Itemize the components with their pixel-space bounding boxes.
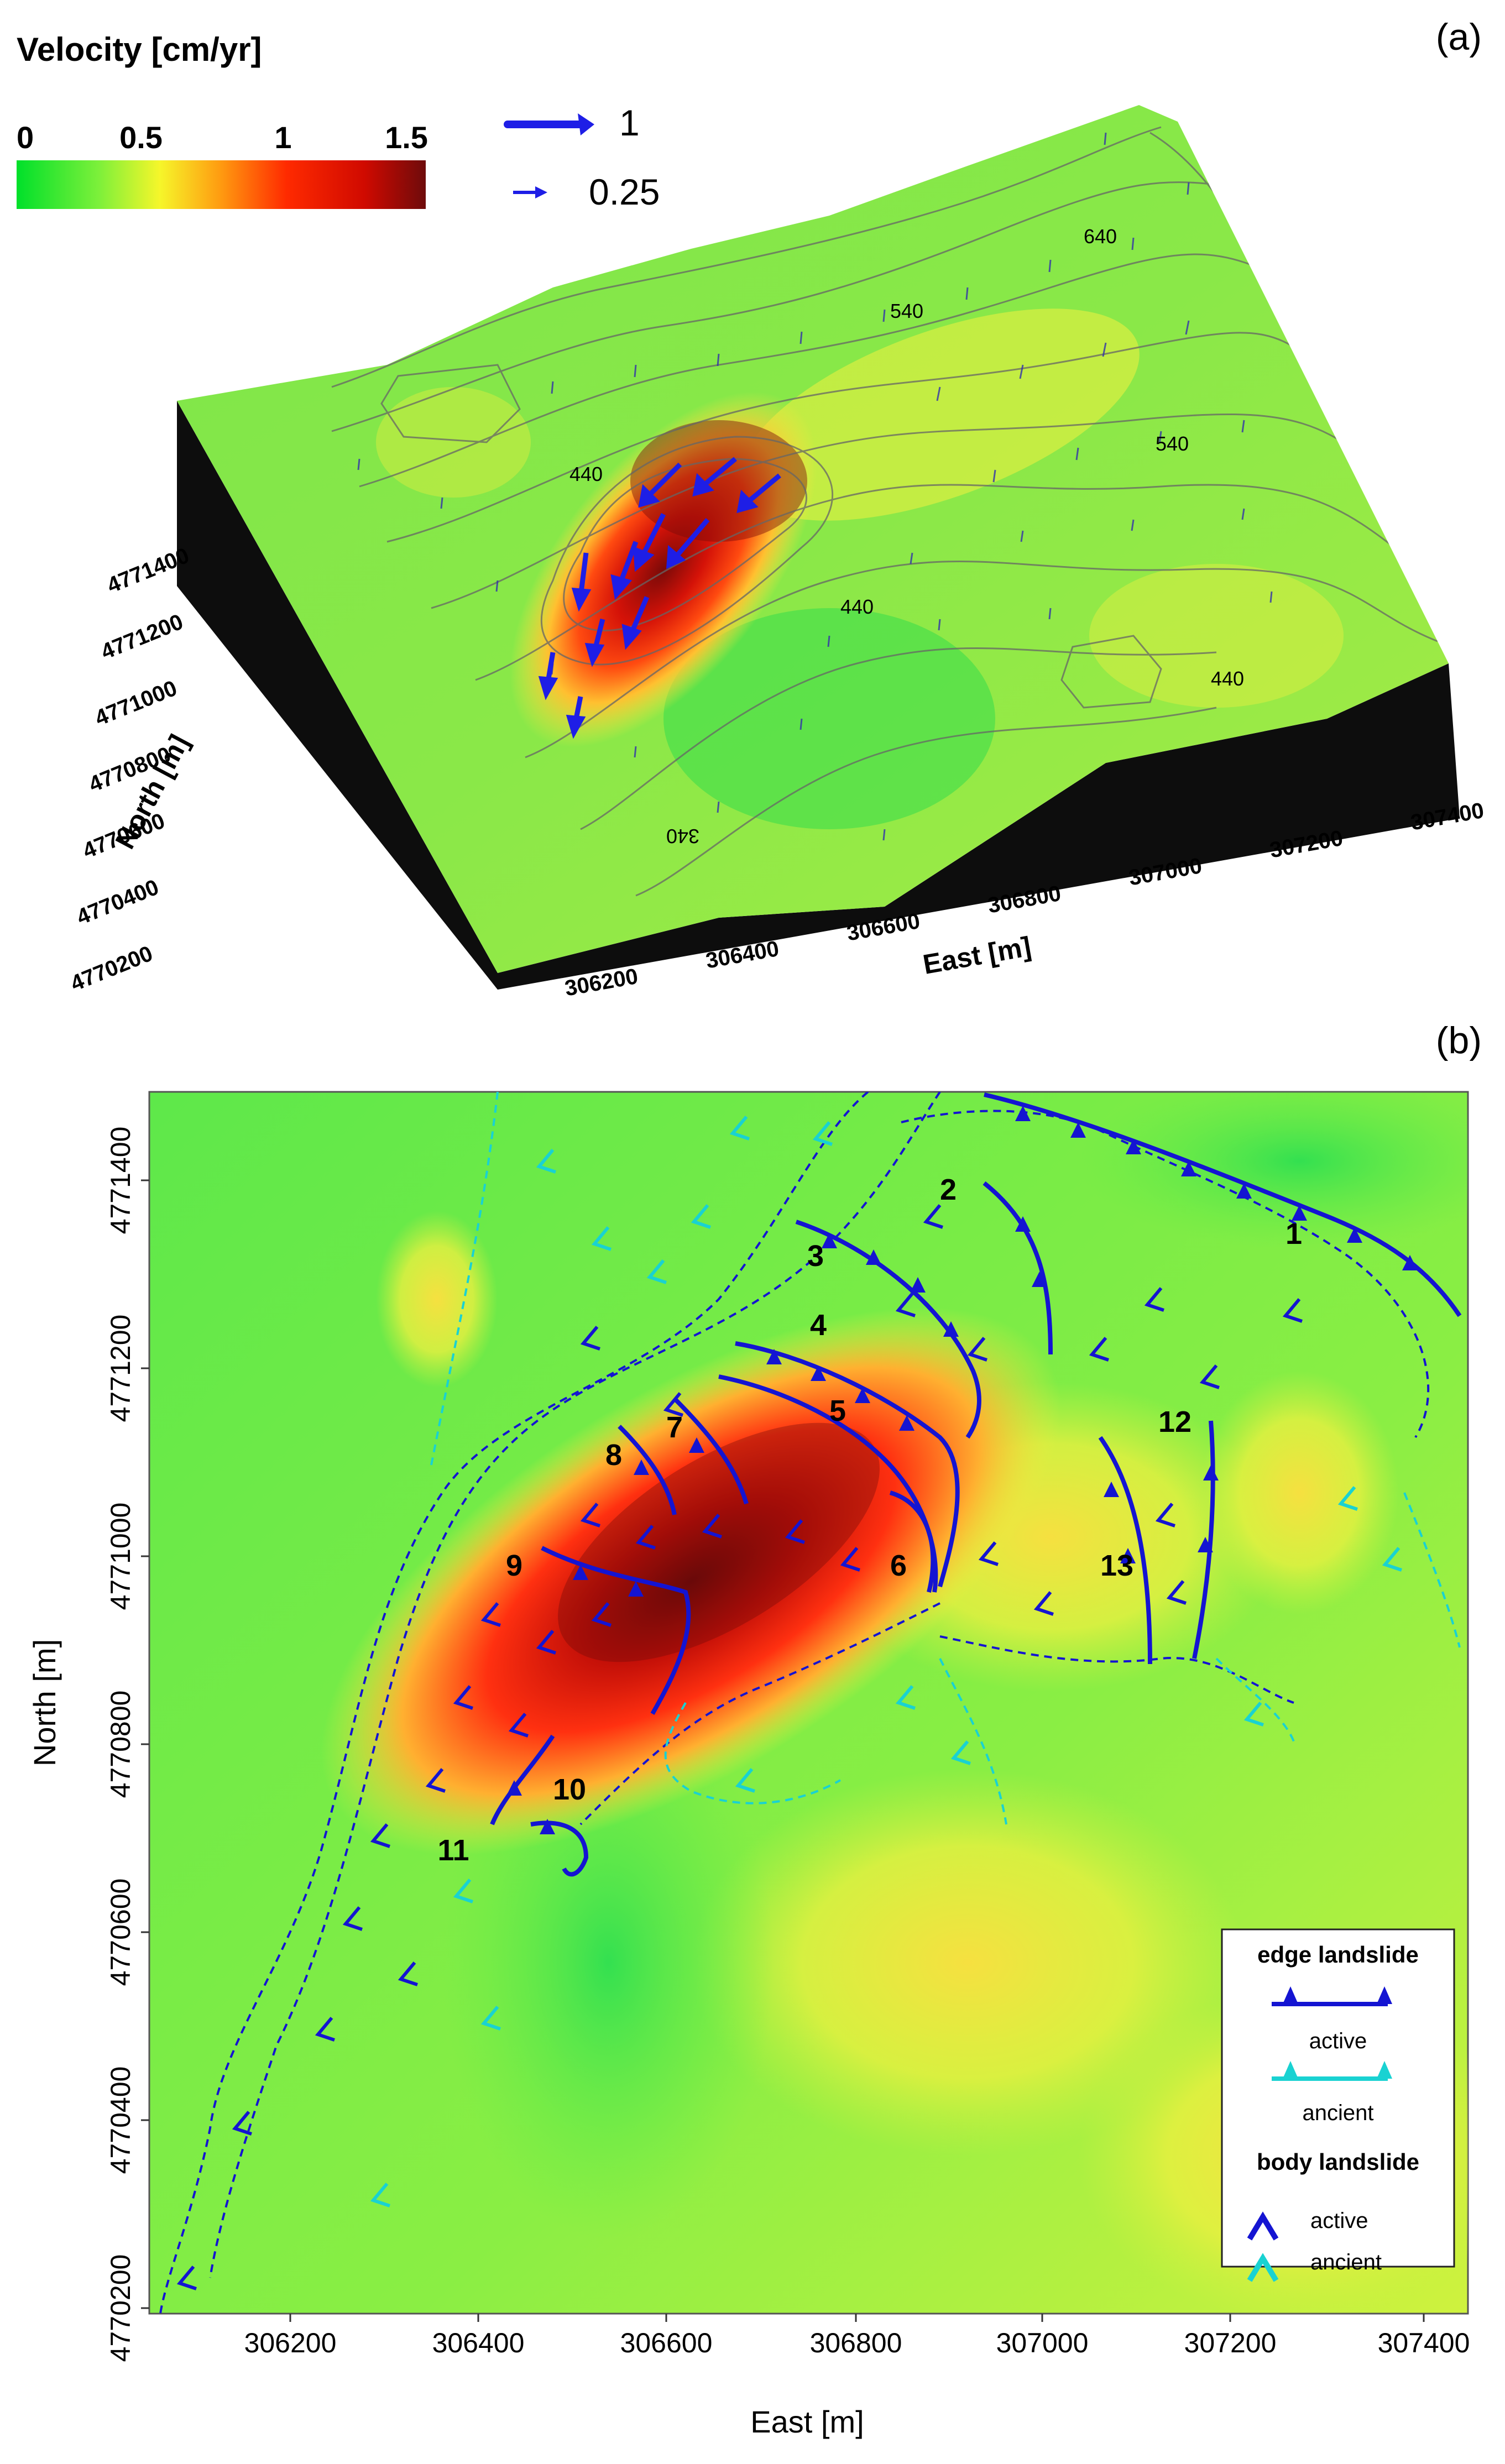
y-tick-label: 4771400 (105, 1127, 136, 1234)
x-tick-label: 306200 (244, 2327, 337, 2358)
landslide-number-5: 5 (829, 1394, 846, 1427)
landslide-number-3: 3 (807, 1239, 824, 1273)
y-tick-label: 4771200 (105, 1315, 136, 1422)
north-tick-label: 4771400 (103, 543, 192, 598)
terrain-west-face (177, 401, 498, 990)
y-tick-label: 4770400 (105, 2067, 136, 2174)
active-scarp-teeth (506, 1106, 1418, 1834)
y-tick-label: 4770200 (105, 2254, 136, 2362)
contour-label: 340 (666, 825, 699, 848)
vector-scale-1-label: 1 (619, 102, 640, 143)
landslide-number-13: 13 (1100, 1549, 1133, 1582)
y-tick-label: 4771000 (105, 1503, 136, 1610)
terrain-3d-block: 640 540 540 440 440 440 340 4771400 4771200 4771… (67, 105, 1486, 1001)
legend-body-ancient: ancient (1310, 2250, 1382, 2274)
x-tick-label: 306800 (810, 2327, 902, 2358)
y-tick-label: 4770600 (105, 1879, 136, 1986)
legend-body-active-chevron (1247, 2211, 1279, 2241)
colorbar (17, 160, 426, 209)
y-axis-title: North [m] (27, 1639, 62, 1766)
map-legend: edge landslide active ancient body lands… (1221, 1928, 1455, 2282)
legend-body-active: active (1310, 2209, 1368, 2233)
terrain-surface (177, 105, 1449, 973)
colorbar-tick-label: 0 (17, 120, 34, 155)
panel-a-label: (a) (1436, 16, 1482, 58)
contour-label: 540 (1156, 432, 1189, 455)
contour-label: 640 (1084, 225, 1117, 248)
contour-lines (331, 126, 1438, 897)
legend-edge-active: active (1309, 2029, 1367, 2053)
north-tick-label: 4770200 (67, 941, 156, 996)
colorbar-tick-label: 1.5 (385, 120, 428, 155)
contour-labels: 640 540 540 440 440 440 340 (569, 225, 1244, 848)
contour-label: 440 (569, 463, 603, 485)
colorbar-tick-label: 1 (274, 120, 291, 155)
x-tick-label: 306600 (620, 2327, 713, 2358)
landslide-number-1: 1 (1285, 1217, 1302, 1251)
landslide-number-4: 4 (810, 1309, 827, 1342)
x-tick-label: 307400 (1378, 2327, 1470, 2358)
x-axis-title: East [m] (750, 2404, 864, 2439)
legend-body-title: body landslide (1257, 2149, 1419, 2175)
y-axis-ticks: 4771400 4771200 4771000 4770800 4770600 47704… (105, 1127, 149, 2362)
panel-b-label: (b) (1436, 1019, 1482, 1061)
small-velocity-vectors (357, 132, 1328, 841)
north-tick-label: 4770400 (73, 875, 162, 930)
colorbar-tick-label: 0.5 (119, 120, 163, 155)
legend-edge-ancient: ancient (1303, 2101, 1374, 2125)
vector-scale-legend: 1 0.25 (504, 102, 660, 212)
legend-body-ancient-chevron (1247, 2253, 1279, 2282)
contour-label: 440 (1211, 667, 1244, 690)
terrain-south-face (498, 663, 1460, 990)
landslide-number-7: 7 (666, 1411, 683, 1444)
landslide-number-6: 6 (890, 1549, 907, 1582)
ancient-body-chevrons (370, 1116, 1402, 2207)
landslide-number-9: 9 (506, 1549, 522, 1582)
x-tick-label: 306400 (432, 2327, 525, 2358)
active-edge-scarps (490, 1092, 1462, 1877)
east-axis-title: East [m] (921, 931, 1033, 980)
vector-scale-025-label: 0.25 (589, 171, 660, 212)
x-tick-label: 307000 (996, 2327, 1089, 2358)
legend-edge-title: edge landslide (1257, 1942, 1419, 1968)
landslide-number-10: 10 (553, 1773, 586, 1806)
landslide-number-2: 2 (940, 1173, 957, 1206)
landslide-number-11: 11 (437, 1834, 469, 1867)
landslide-number-12: 12 (1158, 1405, 1192, 1438)
x-axis-ticks: 306200 306400 306600 306800 307000 307200 3074… (244, 2314, 1470, 2358)
contour-label: 440 (840, 595, 874, 618)
colorbar-ticks: 0 0.5 1 1.5 (17, 120, 428, 155)
large-velocity-vectors (538, 457, 781, 739)
north-tick-label: 4771200 (97, 610, 186, 665)
contour-label: 540 (890, 300, 923, 322)
x-tick-label: 307200 (1184, 2327, 1277, 2358)
colorbar-title: Velocity [cm/yr] (17, 31, 262, 68)
y-tick-label: 4770800 (105, 1691, 136, 1798)
east-axis-ticks: 3062003064003066003068003070003072003074… (563, 798, 1486, 1001)
active-body-chevrons (176, 1204, 1303, 2290)
north-tick-label: 4771000 (91, 676, 180, 731)
landslide-number-8: 8 (605, 1438, 622, 1472)
